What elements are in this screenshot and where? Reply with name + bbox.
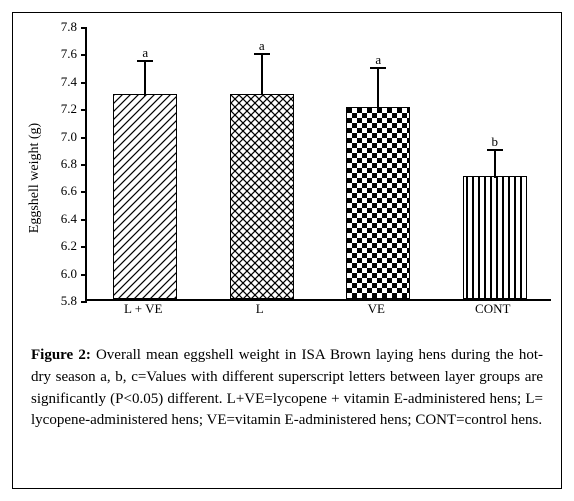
- y-tick: 6.6: [23, 183, 85, 199]
- y-tick: 7.4: [23, 74, 85, 90]
- plot-area: a a a b: [85, 27, 551, 301]
- bar-l: [230, 94, 294, 300]
- x-tick: VE: [368, 301, 385, 317]
- sig-label: b: [492, 134, 499, 150]
- bar-chart: Eggshell weight (g) aaab 5.86.06.26.46.6…: [23, 23, 561, 333]
- caption-body: Overall mean eggshell weight in ISA Brow…: [31, 347, 543, 428]
- figure-caption: Figure 2: Overall mean eggshell weight i…: [31, 345, 543, 432]
- sig-label: a: [259, 38, 265, 54]
- error-bar: [377, 68, 379, 109]
- y-tick: 6.2: [23, 238, 85, 254]
- y-tick: 7.8: [23, 19, 85, 35]
- error-bar: [261, 54, 263, 95]
- sig-label: a: [375, 52, 381, 68]
- y-tick: 6.0: [23, 266, 85, 282]
- bar-cont: [463, 176, 527, 299]
- caption-lead: Figure 2:: [31, 347, 91, 363]
- y-tick: 5.8: [23, 293, 85, 309]
- error-bar: [144, 61, 146, 95]
- bar-l+ve: [113, 94, 177, 300]
- y-tick: 7.6: [23, 46, 85, 62]
- y-tick: 6.8: [23, 156, 85, 172]
- error-bar: [494, 150, 496, 177]
- y-tick: 7.0: [23, 129, 85, 145]
- y-tick: 6.4: [23, 211, 85, 227]
- sig-label: a: [142, 45, 148, 61]
- y-tick: 7.2: [23, 101, 85, 117]
- x-tick: L: [256, 301, 264, 317]
- bar-ve: [346, 107, 410, 299]
- x-tick: CONT: [475, 301, 510, 317]
- figure-frame: Eggshell weight (g) aaab 5.86.06.26.46.6…: [12, 12, 562, 489]
- x-tick: L + VE: [124, 301, 162, 317]
